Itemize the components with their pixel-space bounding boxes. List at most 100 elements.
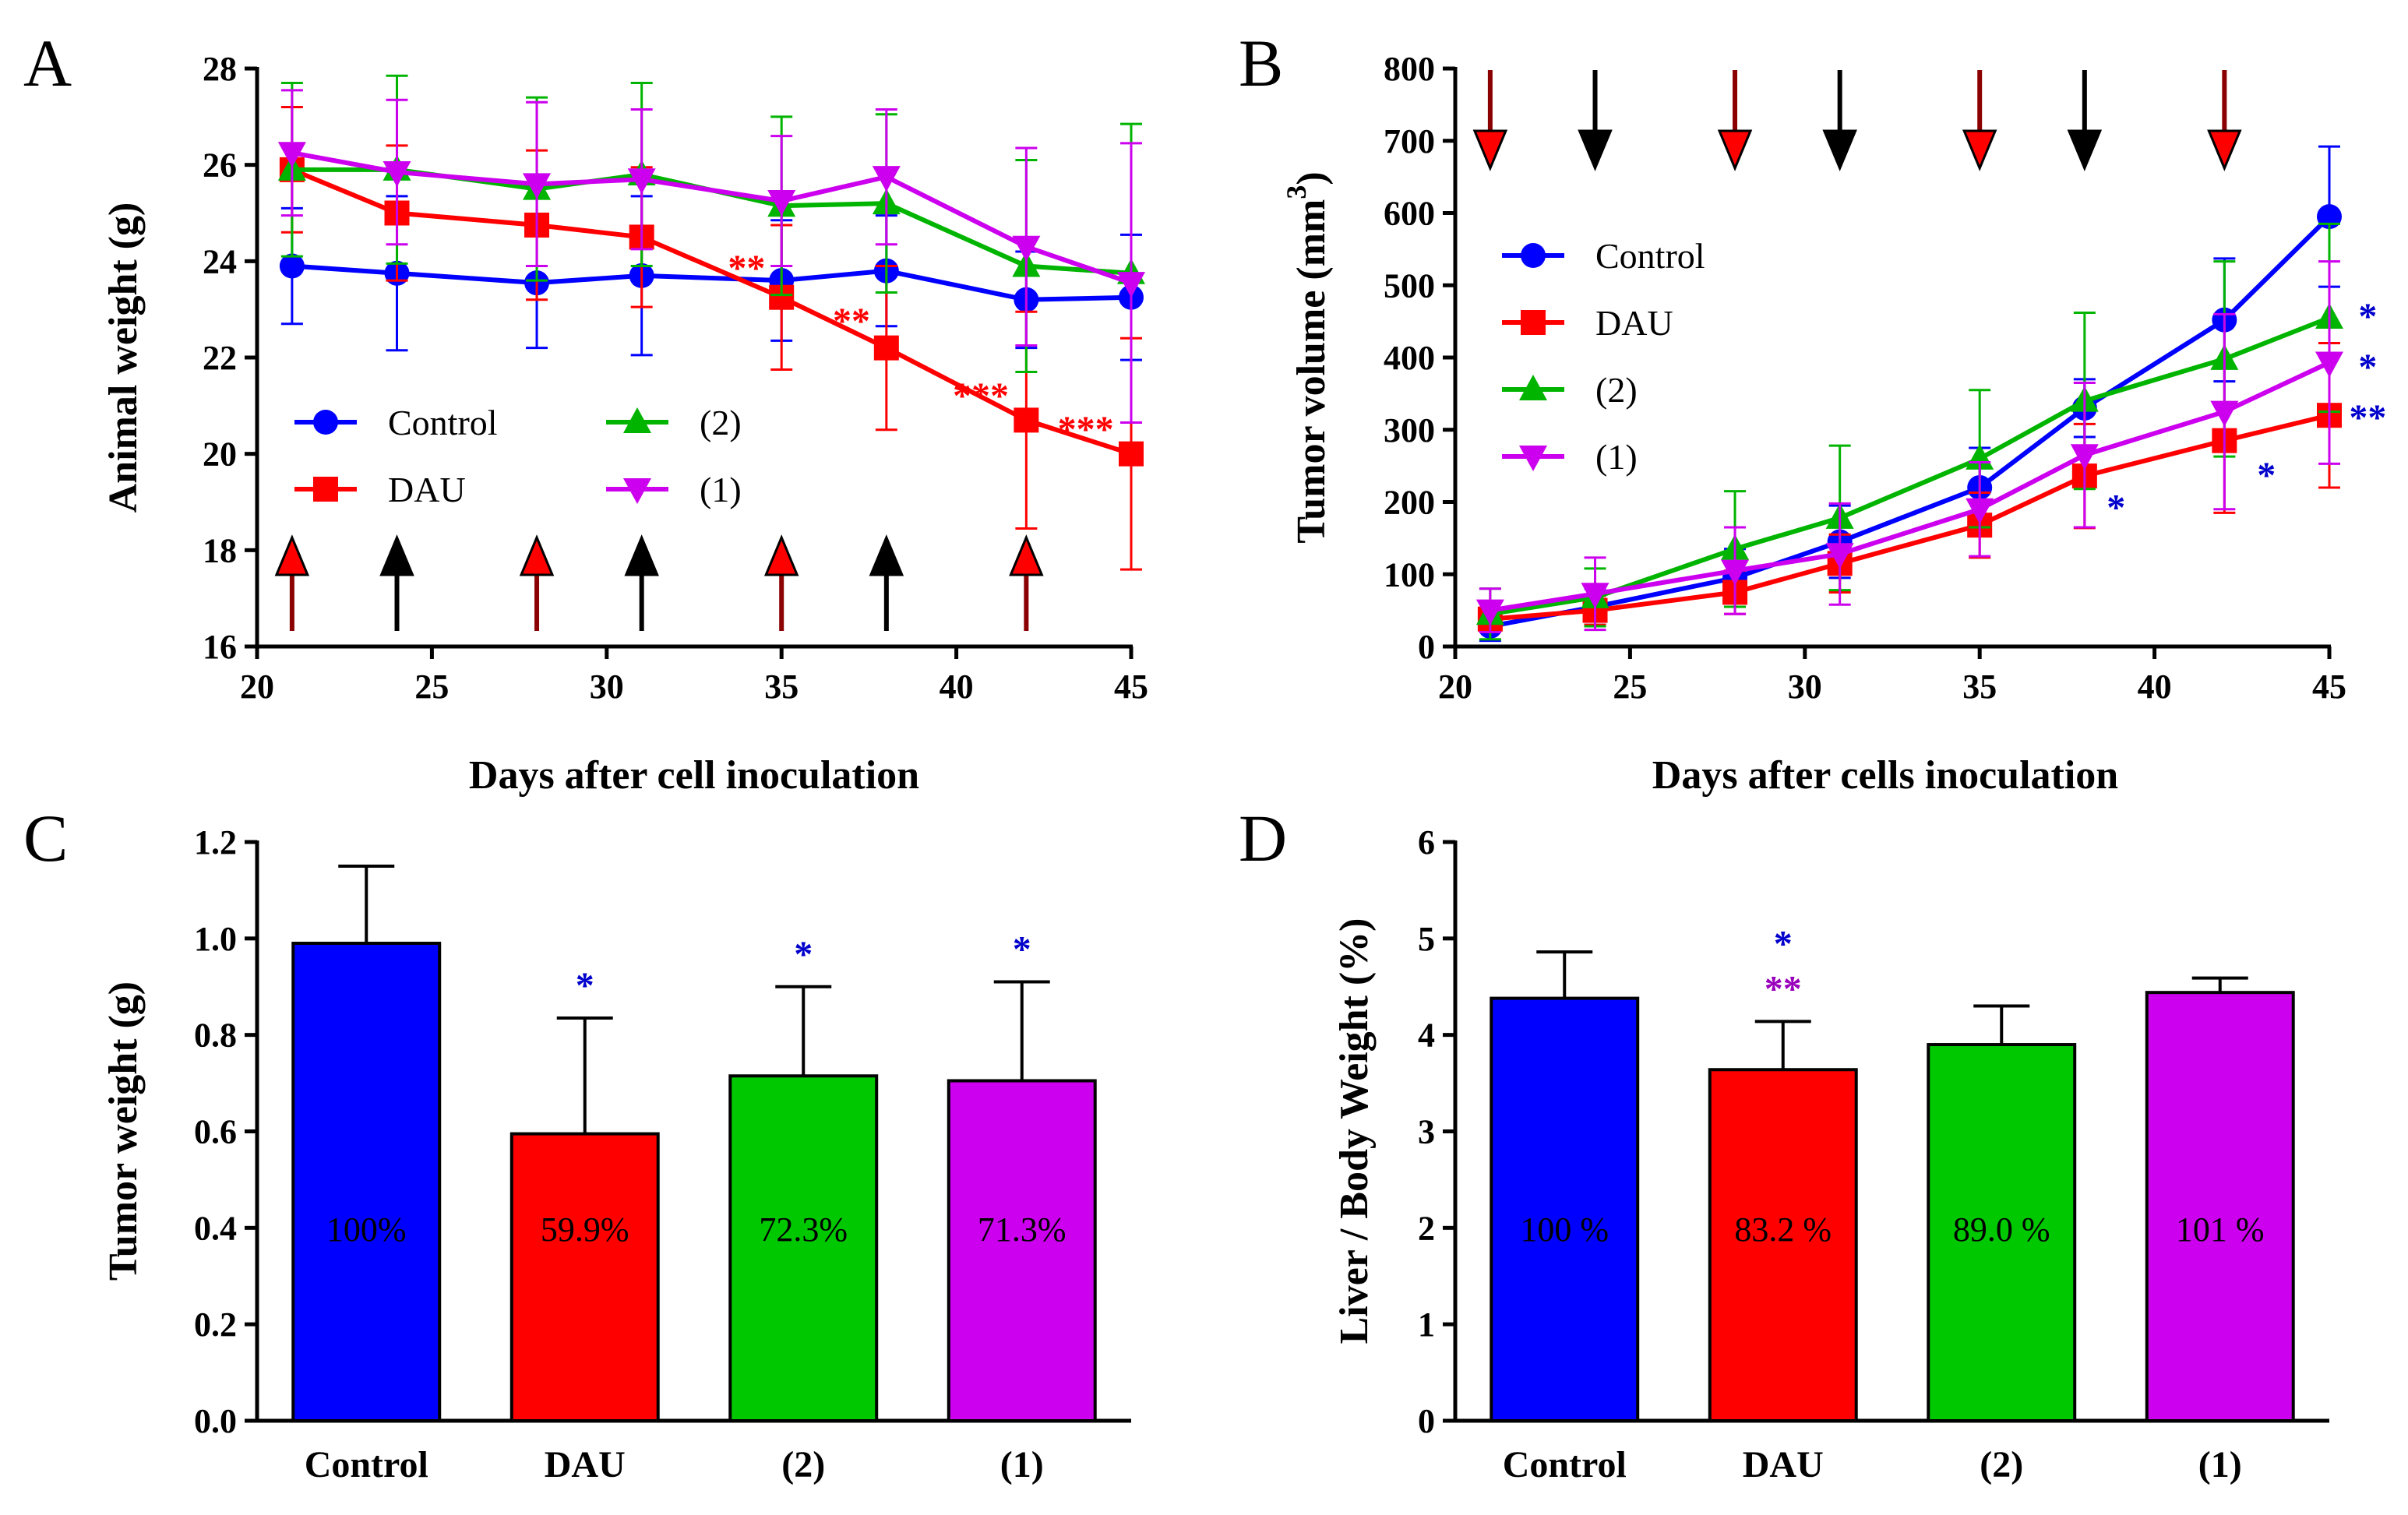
y-axis-title: Tumor volume (mm3) [1281, 171, 1334, 543]
x-tick-label: 30 [1788, 668, 1822, 706]
bar [728, 1074, 879, 1422]
y-tick-label: 4 [1418, 1016, 1435, 1055]
category-label: DAU [545, 1444, 626, 1485]
y-tick-label: 0.8 [194, 1016, 237, 1055]
treatment-arrow-red [1472, 70, 1508, 171]
arrow-head [379, 534, 414, 576]
data-point [767, 190, 796, 217]
bar-percent-label: 83.2 % [1734, 1210, 1832, 1249]
significance-label: * [1774, 923, 1793, 964]
panel-b: B 0 100 200 300 400 500 600 700 800 20 25 30 35 40 45 Da… [1239, 26, 2386, 798]
legend-marker [1519, 375, 1547, 400]
arrow-head [1472, 129, 1508, 171]
x-tick-label: 20 [1438, 668, 1472, 706]
series-line [291, 150, 1132, 285]
treatment-arrow-black [2067, 70, 2103, 171]
y-tick-label: 3 [1418, 1113, 1435, 1151]
y-tick-label: 400 [1384, 339, 1435, 377]
series-1 [277, 89, 1145, 424]
data-point [279, 253, 305, 279]
arrow-head [2207, 129, 2242, 171]
treatment-arrow-red [1962, 70, 1997, 171]
treatment-arrows [1472, 70, 2242, 171]
legend-label: (1) [700, 470, 742, 509]
arrow-head [1009, 534, 1044, 576]
significance-label: *** [1058, 409, 1114, 450]
y-tick-label: 26 [203, 146, 237, 185]
series-line [291, 167, 1132, 456]
arrow-head [763, 534, 799, 576]
bar [1927, 1043, 2077, 1423]
y-axis-title-sup: 3 [1281, 185, 1312, 199]
significance-label: ** [728, 248, 765, 289]
y-tick-label: 6 [1418, 823, 1435, 861]
y-tick-label: 800 [1384, 50, 1435, 88]
data-point [383, 160, 411, 187]
y-tick-label: 0.6 [194, 1113, 237, 1151]
panel-a: A 16 18 20 22 24 26 28 20 25 30 35 40 45 Days after ce… [23, 26, 1148, 798]
category-label: DAU [1743, 1444, 1824, 1485]
bar-group-2: 89.0 % (2) [1927, 1004, 2077, 1485]
x-tick-label: 40 [940, 668, 974, 706]
bar [291, 942, 442, 1422]
legend-marker [313, 477, 338, 502]
y-tick-label: 0.2 [194, 1305, 237, 1344]
data-point [277, 142, 306, 168]
treatment-arrow-red [763, 534, 799, 631]
x-tick-label: 35 [1962, 668, 1997, 706]
bar-group-control: 100% Control [291, 864, 442, 1485]
data-point [1117, 272, 1145, 298]
legend-label: (1) [1595, 437, 1638, 477]
series-line [1490, 413, 2330, 622]
data-point [1119, 441, 1144, 467]
y-tick-label: 0.4 [194, 1209, 237, 1247]
y-tick-label: 16 [203, 628, 237, 666]
y-axis-title: Animal weight (g) [101, 203, 146, 513]
series-line [1490, 360, 2331, 613]
x-tick-label: 40 [2138, 668, 2172, 706]
significance-label: * [2107, 488, 2125, 529]
y-tick-label: 300 [1384, 411, 1435, 449]
y-axis-title-main: Tumor volume (mm [1289, 199, 1334, 544]
y-axis-title: Tumor weight (g) [101, 981, 146, 1281]
legend-marker [1521, 243, 1546, 268]
treatment-arrow-black [869, 534, 904, 631]
y-tick-label: 18 [203, 531, 237, 569]
legend-label: Control [1595, 236, 1705, 276]
y-tick-label: 20 [203, 435, 237, 474]
bar-percent-label: 59.9% [541, 1210, 629, 1249]
arrow-head [1578, 129, 1613, 171]
data-point [1721, 559, 1750, 586]
y-tick-label: 1 [1418, 1305, 1435, 1344]
x-tick-label: 30 [590, 668, 624, 706]
category-label: (2) [781, 1444, 825, 1485]
bar-percent-label: 89.0 % [1953, 1210, 2050, 1249]
x-tick-label: 45 [1114, 668, 1148, 706]
treatment-arrow-black [379, 534, 414, 631]
y-axis-title: Liver / Body Weight (%) [1332, 918, 1377, 1344]
significance-label: * [2358, 347, 2377, 388]
data-point [1581, 583, 1609, 609]
y-tick-label: 24 [203, 242, 237, 280]
data-point [1825, 543, 1854, 569]
treatment-arrow-red [1717, 70, 1753, 171]
arrow-head [519, 534, 555, 576]
y-tick-label: 1.2 [194, 823, 237, 861]
bar-percent-label: 101 % [2176, 1210, 2265, 1249]
category-label: (2) [1980, 1444, 2023, 1485]
category-label: (1) [2198, 1444, 2242, 1485]
bar-percent-label: 72.3% [759, 1210, 848, 1249]
y-tick-label: 28 [203, 50, 237, 88]
significance-label: ** [1765, 968, 1802, 1009]
series-1 [1475, 260, 2343, 633]
legend-label: (2) [700, 403, 742, 442]
bar [947, 1079, 1097, 1423]
y-tick-label: 22 [203, 339, 237, 377]
y-tick-label: 200 [1384, 484, 1435, 522]
panel-c: C 0.0 0.2 0.4 0.6 0.8 1.0 1.2 Tumor weight (g) 10… [23, 801, 1131, 1485]
category-label: Control [1503, 1444, 1627, 1485]
series-line [1490, 215, 2332, 629]
y-tick-label: 100 [1384, 555, 1435, 594]
x-axis-title: Days after cell inoculation [469, 753, 919, 798]
